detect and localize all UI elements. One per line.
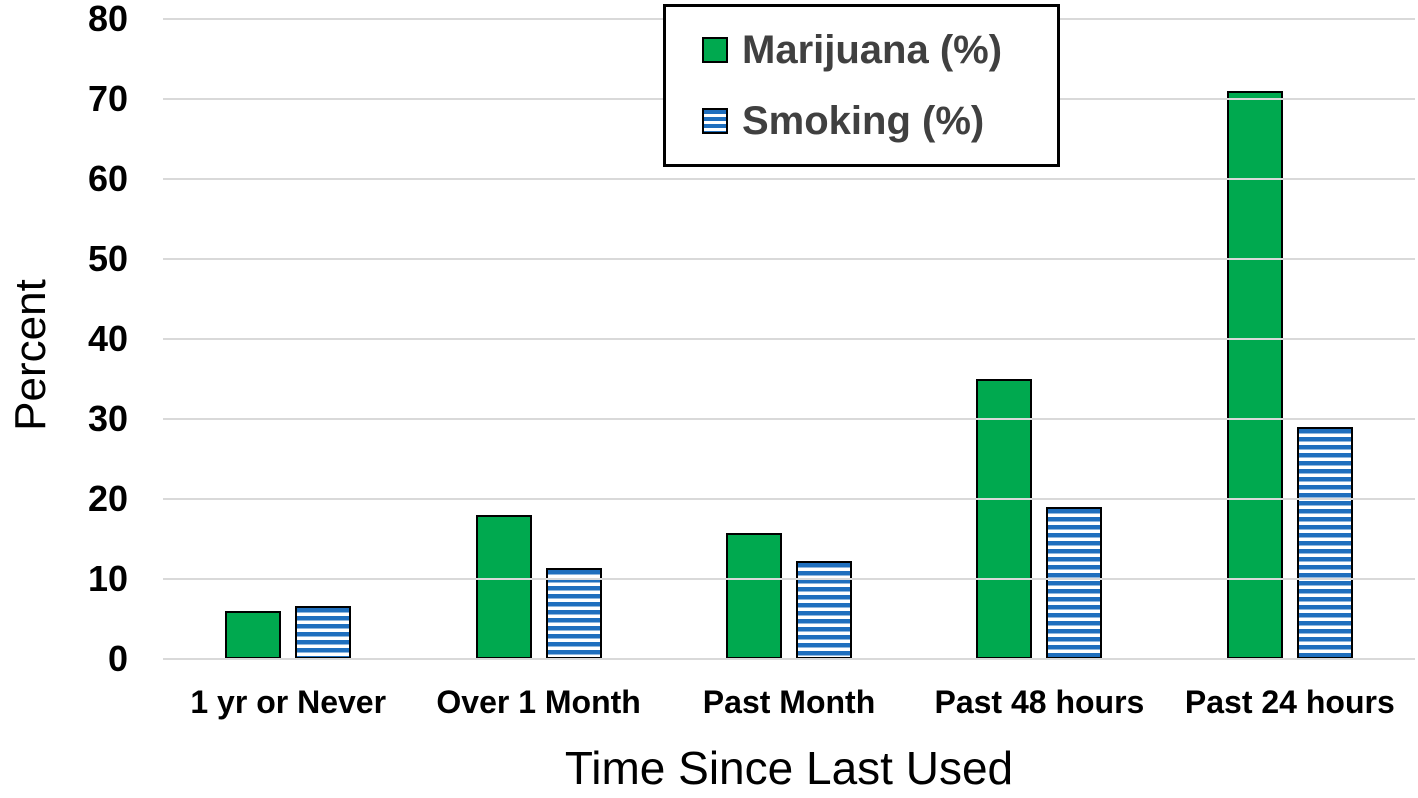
x-tick-label: Past Month [702,684,876,720]
gridline-10 [163,578,1415,580]
y-tick-label-50: 50 [87,238,128,279]
y-tick-label-40: 40 [87,318,128,359]
x-tick-label: 1 yr or Never [190,684,387,720]
bar-smoking [545,567,602,659]
plot-area [163,18,1415,660]
bar-smoking [295,606,352,659]
y-tick-label-70: 70 [87,78,128,119]
gridline-60 [163,178,1415,180]
bar-group [413,19,663,659]
gridline-0 [163,658,1415,660]
x-axis-title: Time Since Last Used [564,742,1014,794]
y-tick-label-20: 20 [87,478,128,519]
y-tick-label-60: 60 [87,158,128,199]
legend-label-smoking: Smoking (%) [742,98,985,143]
bar-group [1165,19,1415,659]
legend-label-marijuana: Marijuana (%) [742,27,1003,72]
bar-marijuana [726,533,783,659]
legend: Marijuana (%) Smoking (%) [663,4,1060,167]
x-tick-label: Past 24 hours [1184,684,1395,720]
bar-smoking [796,561,853,659]
bar-marijuana [225,611,282,659]
gridline-40 [163,338,1415,340]
gridline-30 [163,418,1415,420]
gridline-50 [163,258,1415,260]
gridline-20 [163,498,1415,500]
x-tick-label: Over 1 Month [436,684,641,720]
bar-group [163,19,413,659]
bar-group [914,19,1164,659]
x-tick-label: Past 48 hours [934,684,1145,720]
bar-smoking [1046,507,1103,659]
bar-marijuana [1226,91,1283,659]
legend-item-smoking: Smoking (%) [702,99,1057,144]
bar-smoking [1296,427,1353,659]
y-tick-label-80: 80 [87,0,128,39]
bars-layer [163,19,1415,659]
y-tick-label-0: 0 [107,638,128,679]
legend-item-marijuana: Marijuana (%) [702,28,1057,73]
smoking-swatch-icon [702,108,728,134]
bar-marijuana [976,379,1033,659]
marijuana-swatch-icon [702,37,728,63]
y-tick-label-30: 30 [87,398,128,439]
y-tick-label-10: 10 [87,558,128,599]
bar-marijuana [475,515,532,659]
x-axis-ticks: 1 yr or Never Over 1 Month Past Month Past … [163,682,1415,722]
